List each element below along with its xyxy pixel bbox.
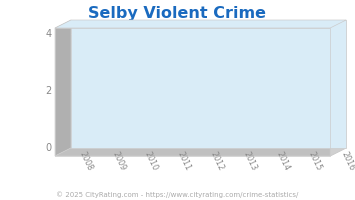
Text: 4: 4 (45, 29, 51, 39)
Text: 2011: 2011 (176, 150, 192, 172)
Text: 2: 2 (45, 86, 51, 96)
Text: 2013: 2013 (241, 150, 258, 172)
Text: 2009: 2009 (110, 150, 127, 172)
Text: Selby Violent Crime: Selby Violent Crime (88, 6, 267, 21)
Text: 2014: 2014 (274, 150, 291, 172)
Text: 2015: 2015 (307, 150, 323, 172)
Text: 2012: 2012 (209, 150, 225, 172)
Text: 2016: 2016 (340, 150, 355, 172)
Text: 0: 0 (45, 143, 51, 153)
Text: © 2025 CityRating.com - https://www.cityrating.com/crime-statistics/: © 2025 CityRating.com - https://www.city… (56, 191, 299, 198)
Text: 2010: 2010 (143, 150, 160, 172)
Text: 2008: 2008 (77, 150, 94, 172)
